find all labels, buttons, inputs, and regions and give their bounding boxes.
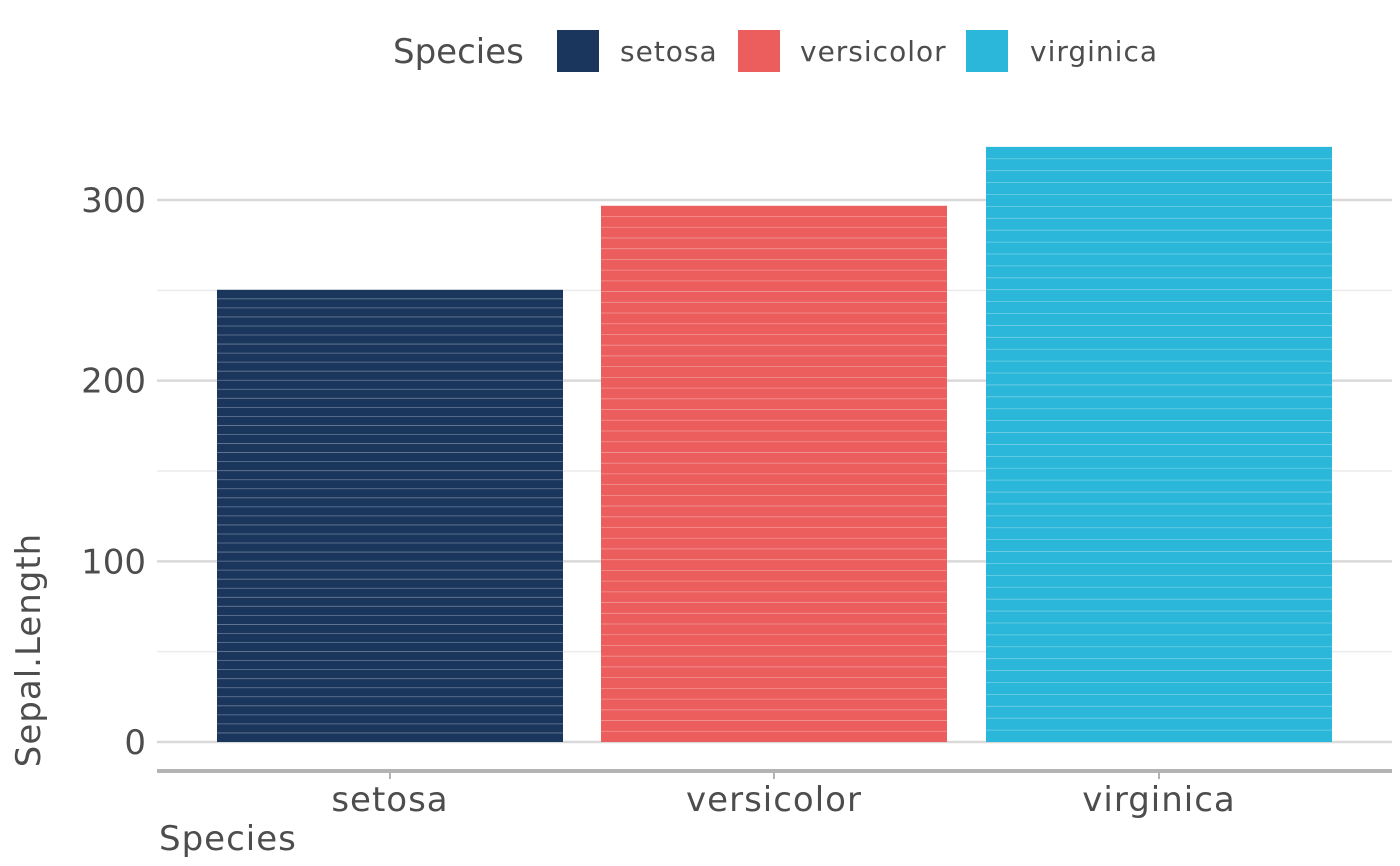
bar-virginica <box>986 146 1332 742</box>
bar-setosa <box>217 289 563 742</box>
y-tick-label: 100 <box>81 542 146 582</box>
x-axis-title: Species <box>159 819 297 859</box>
y-tick-label: 0 <box>124 723 146 763</box>
legend: Species setosa versicolor virginica <box>393 30 1158 72</box>
y-axis-title: Sepal.Length <box>9 533 49 767</box>
x-tick-label-virginica: virginica <box>1082 780 1236 820</box>
bar-fill <box>601 205 947 743</box>
bars-group <box>217 146 1332 743</box>
legend-title: Species <box>393 32 524 72</box>
y-axis-ticks: 0 100 200 300 <box>81 181 146 763</box>
legend-label-versicolor: versicolor <box>800 35 947 68</box>
legend-label-virginica: virginica <box>1030 35 1158 68</box>
y-tick-label: 200 <box>81 362 146 402</box>
x-tick-label-setosa: setosa <box>331 780 448 820</box>
bar-fill <box>217 289 563 742</box>
x-axis-ticks: setosa versicolor virginica <box>331 771 1235 820</box>
y-tick-label: 300 <box>81 181 146 221</box>
legend-swatch-virginica <box>966 30 1008 72</box>
legend-swatch-setosa <box>557 30 599 72</box>
x-tick-label-versicolor: versicolor <box>686 780 862 820</box>
legend-swatch-versicolor <box>738 30 780 72</box>
bar-fill <box>986 146 1332 742</box>
legend-label-setosa: setosa <box>620 35 718 68</box>
bar-versicolor <box>601 205 947 743</box>
